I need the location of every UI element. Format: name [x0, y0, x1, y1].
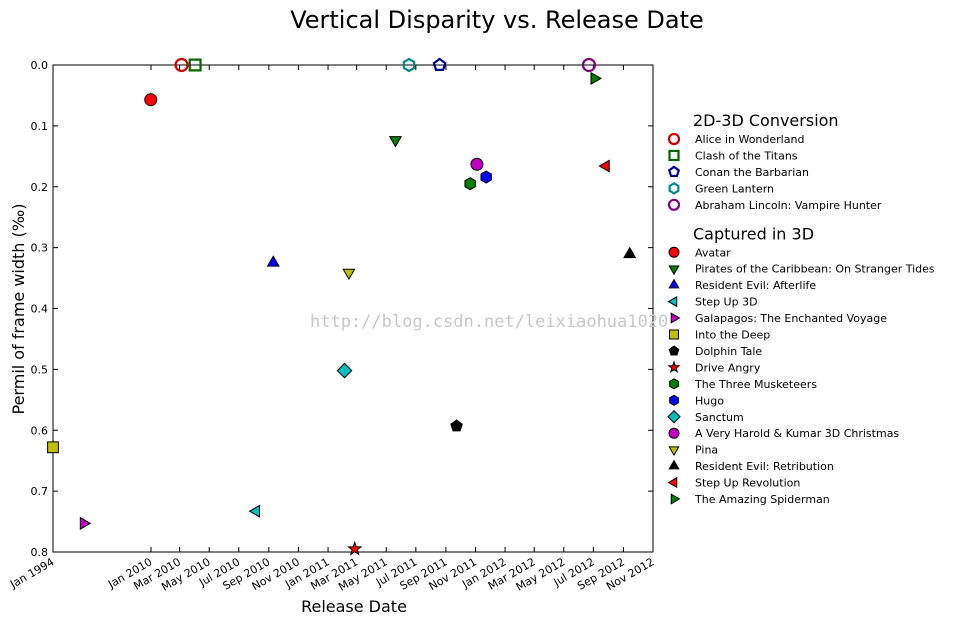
legend-entry: A Very Harold & Kumar 3D Christmas — [695, 427, 899, 440]
data-point: The Three Musketeers — [464, 177, 476, 191]
legend-group-heading: Captured in 3D — [693, 224, 814, 243]
legend-entry: Conan the Barbarian — [695, 166, 809, 179]
data-point: Galapagos: The Enchanted Voyage — [79, 516, 92, 530]
legend-entry: Into the Deep — [695, 329, 770, 342]
watermark-text: http://blog.csdn.net/leixiaohua1020 — [310, 312, 668, 332]
x-tick-label: Jan 1994 — [7, 555, 56, 591]
y-tick-label: 0.2 — [31, 181, 49, 194]
y-tick-label: 0.3 — [31, 242, 49, 255]
legend-entry: Clash of the Titans — [695, 149, 798, 162]
data-point: Clash of the Titans — [188, 58, 202, 72]
data-point: The Amazing Spiderman — [590, 71, 602, 85]
legend-marker — [667, 476, 678, 489]
data-point: Pirates of the Caribbean: On Stranger Ti… — [388, 136, 403, 148]
legend-entry: Dolphin Tale — [695, 345, 762, 358]
legend-marker — [670, 312, 681, 324]
legend-marker — [668, 246, 680, 258]
data-point: Alice in Wonderland — [174, 57, 189, 73]
y-axis-label: Permil of frame width (‰) — [9, 204, 28, 415]
legend-entry: Galapagos: The Enchanted Voyage — [695, 312, 887, 325]
legend-marker — [667, 198, 681, 211]
data-point: Drive Angry — [347, 540, 363, 556]
legend-entry: Green Lantern — [695, 182, 774, 195]
legend-marker — [668, 182, 680, 195]
y-tick-label: 0.8 — [31, 546, 49, 559]
legend-marker — [668, 446, 680, 457]
legend-marker — [668, 345, 680, 356]
legend-entry: Drive Angry — [695, 361, 761, 374]
data-point: Conan the Barbarian — [432, 57, 447, 71]
legend-marker — [668, 149, 680, 162]
legend-marker — [669, 378, 679, 390]
legend-marker — [667, 410, 681, 424]
legend-entry: Step Up 3D — [695, 296, 758, 309]
data-point: Sanctum — [336, 362, 353, 379]
data-point: Green Lantern — [402, 57, 416, 73]
data-point: Abraham Lincoln: Vampire Hunter — [581, 57, 597, 73]
legend-marker — [668, 278, 680, 289]
legend-entry: Resident Evil: Retribution — [695, 460, 834, 473]
legend-marker — [668, 459, 680, 470]
data-point: Step Up 3D — [248, 504, 261, 518]
legend-group-heading: 2D-3D Conversion — [693, 111, 839, 130]
legend-marker — [667, 360, 681, 374]
y-tick-label: 0.7 — [31, 485, 49, 498]
legend-entry: The Three Musketeers — [694, 378, 817, 391]
data-point: Pina — [342, 268, 356, 281]
data-point: Resident Evil: Retribution — [623, 246, 637, 259]
plot-frame — [52, 64, 654, 553]
legend-entry: Alice in Wonderland — [695, 133, 804, 146]
data-point: Hugo — [480, 170, 492, 184]
legend-marker — [669, 394, 679, 406]
legend-entry: Resident Evil: Afterlife — [695, 279, 816, 292]
y-tick-label: 0.0 — [31, 59, 49, 72]
data-point: A Very Harold & Kumar 3D Christmas — [470, 157, 484, 171]
legend-marker — [667, 165, 681, 178]
legend: 2D-3D Conversion Alice in Wonderland Clash… — [667, 111, 935, 506]
legend-marker — [670, 493, 681, 505]
data-point: Avatar — [144, 93, 158, 107]
legend-marker — [669, 329, 679, 340]
legend-entry: Avatar — [695, 246, 731, 259]
y-tick-label: 0.5 — [31, 363, 49, 376]
legend-marker — [667, 295, 678, 308]
legend-entry: Abraham Lincoln: Vampire Hunter — [695, 199, 882, 212]
y-tick-label: 0.4 — [31, 303, 49, 316]
legend-entry: Pirates of the Caribbean: On Stranger Ti… — [695, 263, 935, 276]
legend-marker — [667, 132, 681, 146]
legend-marker — [668, 427, 680, 439]
legend-entry: The Amazing Spiderman — [694, 493, 830, 506]
legend-entry: Step Up Revolution — [695, 477, 800, 490]
data-point: Into the Deep — [47, 441, 59, 454]
legend-marker — [668, 265, 680, 276]
data-point: Dolphin Tale — [450, 419, 463, 432]
legend-entry: Pina — [695, 444, 718, 457]
legend-entry: Sanctum — [695, 411, 744, 424]
x-axis-label: Release Date — [301, 597, 407, 616]
data-point: Step Up Revolution — [598, 159, 610, 173]
y-tick-label: 0.1 — [31, 120, 49, 133]
legend-entry: Hugo — [695, 394, 724, 407]
y-tick-label: 0.6 — [31, 424, 49, 437]
chart-title: Vertical Disparity vs. Release Date — [290, 6, 704, 34]
data-point: Resident Evil: Afterlife — [266, 255, 280, 267]
